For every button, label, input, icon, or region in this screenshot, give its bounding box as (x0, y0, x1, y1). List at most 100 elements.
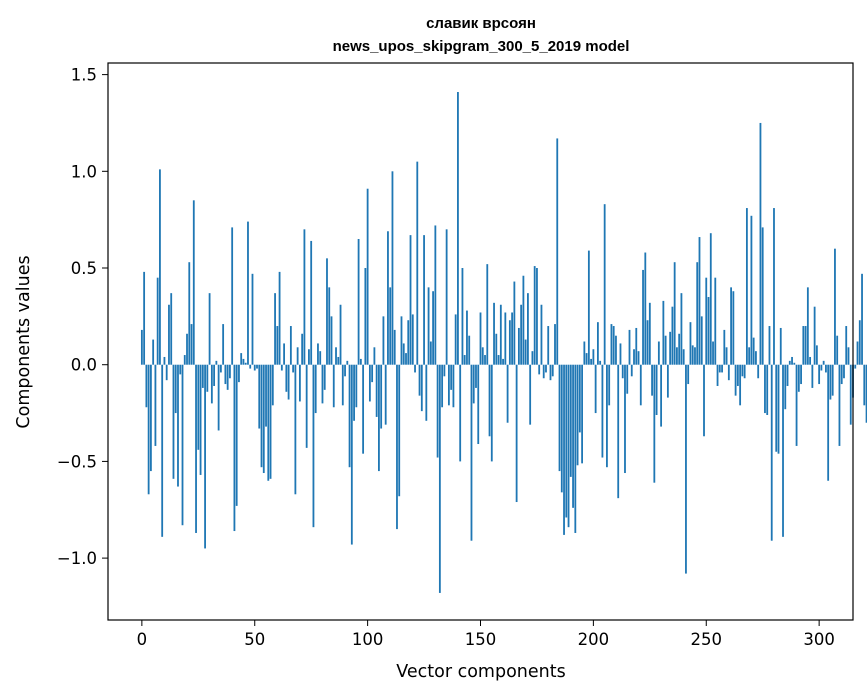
bar-28 (204, 364, 206, 549)
bar-220 (637, 351, 640, 365)
bar-304 (827, 364, 830, 481)
bar-211 (617, 364, 620, 499)
bar-141 (459, 364, 462, 462)
bar-258 (723, 329, 726, 365)
bar-281 (775, 364, 778, 452)
bar-108 (384, 364, 387, 425)
bar-212 (619, 343, 622, 365)
bar-239 (680, 293, 683, 365)
bar-51 (256, 364, 258, 369)
bar-35 (219, 364, 222, 373)
bar-278 (768, 326, 771, 365)
bar-286 (786, 364, 789, 386)
bar-96 (357, 239, 360, 365)
bar-312 (845, 326, 848, 365)
bar-126 (425, 364, 428, 421)
bar-127 (427, 287, 430, 365)
bar-227 (653, 364, 656, 483)
bar-2 (145, 364, 148, 408)
bar-63 (283, 343, 285, 365)
bar-256 (718, 364, 721, 373)
bar-39 (229, 364, 231, 379)
bar-70 (298, 364, 301, 402)
bar-219 (635, 327, 638, 365)
bar-15 (174, 364, 177, 414)
bar-178 (542, 364, 545, 379)
bar-72 (303, 229, 306, 365)
bar-32 (213, 364, 216, 386)
bar-154 (488, 364, 491, 437)
bar-296 (809, 356, 812, 365)
bar-4 (149, 364, 152, 472)
bar-245 (694, 347, 696, 365)
bar-181 (549, 364, 552, 381)
bar-84 (330, 316, 333, 365)
y-tick-label-3: 0.5 (71, 259, 97, 278)
bar-112 (393, 329, 396, 365)
bar-284 (782, 364, 784, 537)
bar-6 (154, 364, 157, 446)
chart-title-line-2: news_upos_skipgram_300_5_2019 model (333, 38, 630, 55)
bar-235 (671, 306, 674, 365)
bar-167 (517, 327, 520, 365)
bar-276 (764, 364, 766, 414)
bar-23 (192, 200, 195, 365)
y-tick-label-2: 0.0 (71, 356, 97, 375)
bar-241 (685, 364, 687, 574)
bar-250 (705, 277, 708, 365)
bar-27 (201, 364, 204, 388)
bar-223 (644, 252, 647, 365)
bar-47 (247, 221, 249, 365)
bar-68 (294, 364, 297, 495)
bar-75 (310, 240, 313, 365)
bar-206 (606, 364, 608, 468)
x-tick-label-2: 100 (352, 630, 384, 649)
bar-88 (339, 304, 342, 365)
bar-195 (581, 364, 583, 464)
bar-42 (235, 364, 238, 506)
bar-320 (863, 364, 866, 406)
bar-98 (362, 364, 365, 454)
bar-242 (687, 364, 690, 385)
bar-44 (240, 353, 243, 365)
bar-243 (689, 322, 692, 365)
bar-58 (271, 364, 274, 406)
bar-52 (258, 364, 261, 429)
bar-229 (657, 341, 660, 365)
bar-43 (238, 364, 240, 383)
y-axis-ticks: −1.0 −0.5 0.0 0.5 1.0 1.5 (57, 66, 108, 568)
bar-263 (734, 364, 737, 396)
bar-204 (601, 364, 604, 458)
bar-91 (346, 360, 349, 365)
bar-186 (560, 364, 563, 493)
bar-101 (368, 364, 371, 402)
bar-188 (565, 364, 568, 518)
bar-17 (179, 364, 182, 375)
bar-233 (666, 364, 669, 398)
y-tick-label-0: −1.0 (57, 549, 97, 568)
bar-144 (466, 310, 468, 365)
bar-288 (791, 356, 793, 365)
bar-166 (515, 364, 518, 503)
bar-168 (520, 304, 523, 365)
bar-156 (493, 302, 495, 365)
bar-133 (441, 364, 444, 408)
bar-99 (364, 268, 367, 365)
bar-149 (477, 364, 480, 445)
bar-162 (506, 364, 509, 423)
bar-226 (651, 364, 653, 396)
bar-143 (463, 355, 466, 365)
bar-125 (423, 235, 425, 365)
bar-171 (527, 293, 529, 365)
bar-92 (348, 364, 351, 468)
bar-46 (244, 362, 247, 365)
bar-308 (836, 335, 839, 365)
bar-267 (743, 364, 746, 379)
bar-214 (624, 364, 626, 474)
y-tick-label-4: 1.0 (71, 162, 97, 181)
bar-173 (531, 351, 534, 365)
bar-106 (380, 364, 383, 429)
bar-123 (418, 364, 421, 396)
bar-137 (450, 364, 453, 390)
bar-159 (499, 304, 502, 365)
